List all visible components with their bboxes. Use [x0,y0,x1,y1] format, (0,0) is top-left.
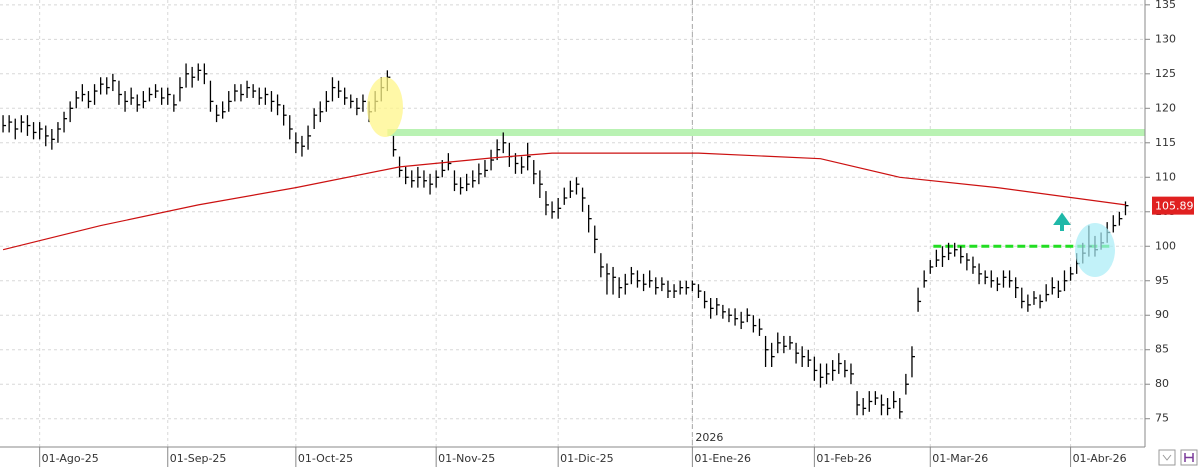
x-tick-label: 01-Mar-26 [932,452,988,465]
icon [1162,454,1172,461]
icon [1184,453,1194,462]
y-tick-label: 75 [1155,412,1169,425]
y-tick-label: 100 [1155,239,1176,252]
y-tick-label: 85 [1155,343,1169,356]
icon-button[interactable] [1158,449,1176,466]
x-tick-label: 01-Oct-25 [298,452,353,465]
x-tick-label: 01-Feb-26 [816,452,871,465]
y-tick-label: 135 [1155,0,1176,11]
last-price-box [1152,196,1194,215]
y-tick-label: 110 [1155,170,1176,183]
x-tick-label: 01-Ene-26 [694,452,751,465]
y-tick-label: 115 [1155,136,1176,149]
year-label: 2026 [695,431,723,444]
x-tick-label: 01-Abr-26 [1073,452,1127,465]
x-tick-label: 01-Sep-25 [170,452,227,465]
x-tick-label: 01-Dic-25 [560,452,614,465]
moving-average [2,152,1126,251]
highlight-ellipse [367,77,403,137]
highlight-ellipse [1075,223,1115,277]
arrow-up [1053,212,1071,231]
x-tick-label: 01-Nov-25 [438,452,495,465]
last-price-label: 105.89 [1155,200,1194,213]
y-tick-label: 95 [1155,274,1169,287]
y-tick-label: 120 [1155,101,1176,114]
y-tick-label: 125 [1155,67,1176,80]
x-tick-label: 01-Ago-25 [42,452,99,465]
y-tick-label: 130 [1155,32,1176,45]
y-tick-label: 80 [1155,377,1169,390]
y-tick-label: 90 [1155,308,1169,321]
